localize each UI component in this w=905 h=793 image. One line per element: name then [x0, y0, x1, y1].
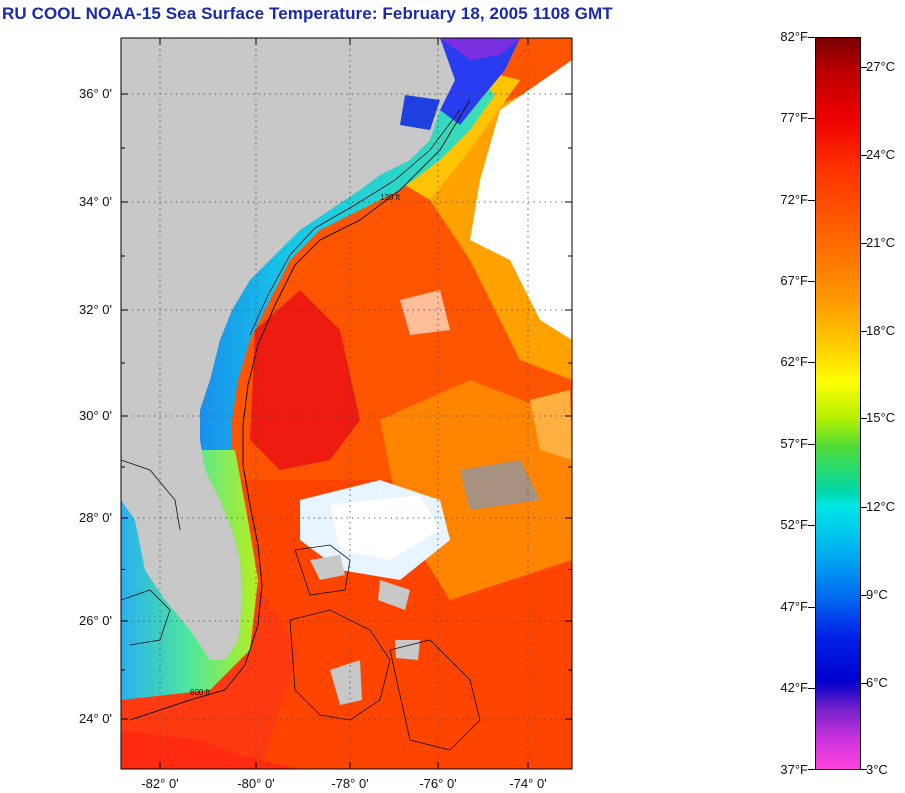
- colorbar-tick: [808, 688, 815, 689]
- colorbar-c-label: 27°C: [866, 59, 896, 74]
- colorbar-c-label: 6°C: [866, 675, 888, 690]
- colorbar-tick: [861, 683, 867, 684]
- colorbar-tick: [808, 525, 815, 526]
- colorbar: [815, 37, 861, 770]
- contour-label-600ft: 600 ft: [190, 688, 211, 697]
- colorbar-tick: [808, 362, 815, 363]
- lat-label: 24° 0': [79, 711, 112, 726]
- chesapeake-cold-water: [440, 38, 520, 125]
- colorbar-f-label: 77°F: [780, 110, 808, 125]
- lat-label: 32° 0': [79, 302, 112, 317]
- lat-label: 36° 0': [79, 86, 112, 101]
- lon-label: -78° 0': [331, 776, 369, 791]
- colorbar-c-label: 9°C: [866, 587, 888, 602]
- colorbar-f-label: 82°F: [780, 29, 808, 44]
- map-frame: [120, 37, 573, 770]
- colorbar-c-label: 3°C: [866, 762, 888, 777]
- colorbar-c-label: 15°C: [866, 410, 896, 425]
- colorbar-tick: [861, 769, 867, 770]
- lat-label: 28° 0': [79, 510, 112, 525]
- colorbar-f-label: 37°F: [780, 762, 808, 777]
- lon-label: -80° 0': [237, 776, 275, 791]
- land-southeast-us: [121, 38, 470, 660]
- colorbar-f-label: 67°F: [780, 273, 808, 288]
- colorbar-tick: [808, 444, 815, 445]
- colorbar-c-label: 21°C: [866, 235, 896, 250]
- colorbar-f-label: 62°F: [780, 354, 808, 369]
- colorbar-tick: [861, 418, 867, 419]
- colorbar-f-label: 42°F: [780, 680, 808, 695]
- clouds-northeast: [470, 60, 572, 340]
- colorbar-tick: [808, 281, 815, 282]
- colorbar-tick: [861, 331, 867, 332]
- lat-label: 26° 0': [79, 613, 112, 628]
- lat-label: 34° 0': [79, 194, 112, 209]
- map-title: RU COOL NOAA-15 Sea Surface Temperature:…: [2, 4, 613, 23]
- colorbar-f-label: 47°F: [780, 599, 808, 614]
- bahamas-land: [310, 555, 345, 580]
- lon-label: -82° 0': [141, 776, 179, 791]
- contour-600ft: [129, 99, 471, 721]
- colorbar-tick: [861, 507, 867, 508]
- lon-label: -76° 0': [419, 776, 457, 791]
- colorbar-tick: [808, 200, 815, 201]
- colorbar-tick: [808, 607, 815, 608]
- colorbar-c-label: 18°C: [866, 323, 896, 338]
- colorbar-tick: [808, 769, 815, 770]
- lat-label: 30° 0': [79, 408, 112, 423]
- colorbar-tick: [861, 243, 867, 244]
- contour-label-120ft: 120 ft: [380, 193, 401, 202]
- colorbar-tick: [861, 67, 867, 68]
- colorbar-f-label: 72°F: [780, 192, 808, 207]
- colorbar-c-label: 12°C: [866, 499, 896, 514]
- colorbar-tick: [861, 155, 867, 156]
- colorbar-f-label: 52°F: [780, 517, 808, 532]
- lon-label: -74° 0': [509, 776, 547, 791]
- colorbar-tick: [808, 37, 815, 38]
- colorbar-tick: [861, 595, 867, 596]
- colorbar-tick: [808, 118, 815, 119]
- graticule: [121, 38, 572, 769]
- colorbar-f-label: 57°F: [780, 436, 808, 451]
- colorbar-c-label: 24°C: [866, 147, 896, 162]
- gulf-stream-warm-core: [250, 290, 360, 470]
